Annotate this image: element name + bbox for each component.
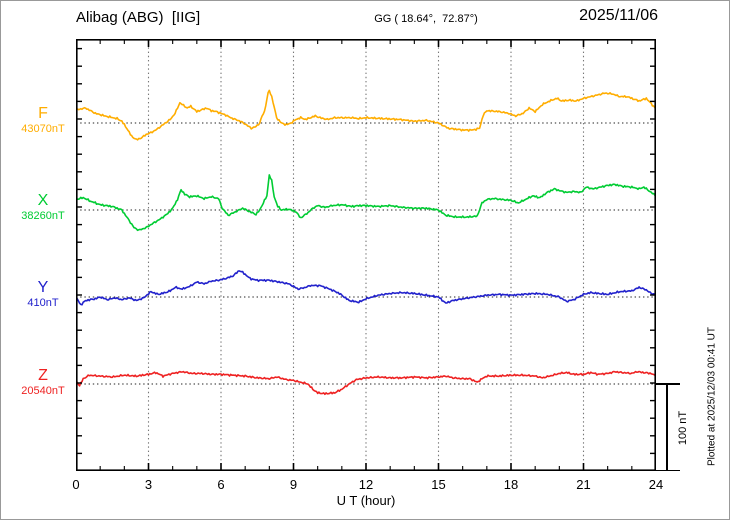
plot-date: 2025/11/06: [579, 7, 658, 24]
plotted-at-timestamp: Plotted at 2025/12/03 00:41 UT: [706, 327, 718, 466]
series-Y-letter: Y: [37, 279, 49, 296]
x-tick-label: 21: [576, 477, 591, 492]
series-Z-letter: Z: [38, 367, 48, 384]
scale-bar-label: 100 nT: [677, 410, 689, 446]
series-Z-baseline-value: 20540nT: [21, 385, 65, 397]
station-title: Alibag (ABG) [IIG]: [76, 9, 201, 26]
x-tick-label: 9: [289, 477, 298, 492]
geo-coordinates: GG ( 18.64°, 72.87°): [374, 13, 478, 25]
x-axis-label: U T (hour): [336, 493, 396, 508]
series-Y-baseline-value: 410nT: [27, 297, 59, 309]
series-label-X: X 38260nT: [7, 192, 79, 223]
series-label-Y: Y 410nT: [7, 279, 79, 310]
series-label-F: F 43070nT: [7, 105, 79, 136]
series-F-letter: F: [38, 105, 48, 122]
x-tick-label: 15: [431, 477, 446, 492]
series-label-Z: Z 20540nT: [7, 367, 79, 398]
series-F-baseline-value: 43070nT: [21, 123, 65, 135]
x-tick-label: 3: [144, 477, 153, 492]
x-tick-label: 18: [503, 477, 519, 492]
series-X-baseline-value: 38260nT: [21, 210, 65, 222]
scale-bar-top-cap: [656, 383, 680, 385]
magnetogram-plot-area: [76, 39, 656, 471]
scale-bar-bottom-cap: [656, 469, 680, 471]
scale-bar-line: [666, 384, 668, 471]
x-tick-label: 6: [217, 477, 225, 492]
x-tick-label: 0: [72, 477, 80, 492]
series-X-letter: X: [37, 192, 49, 209]
x-tick-label: 24: [648, 477, 664, 492]
x-tick-label: 12: [358, 477, 374, 492]
